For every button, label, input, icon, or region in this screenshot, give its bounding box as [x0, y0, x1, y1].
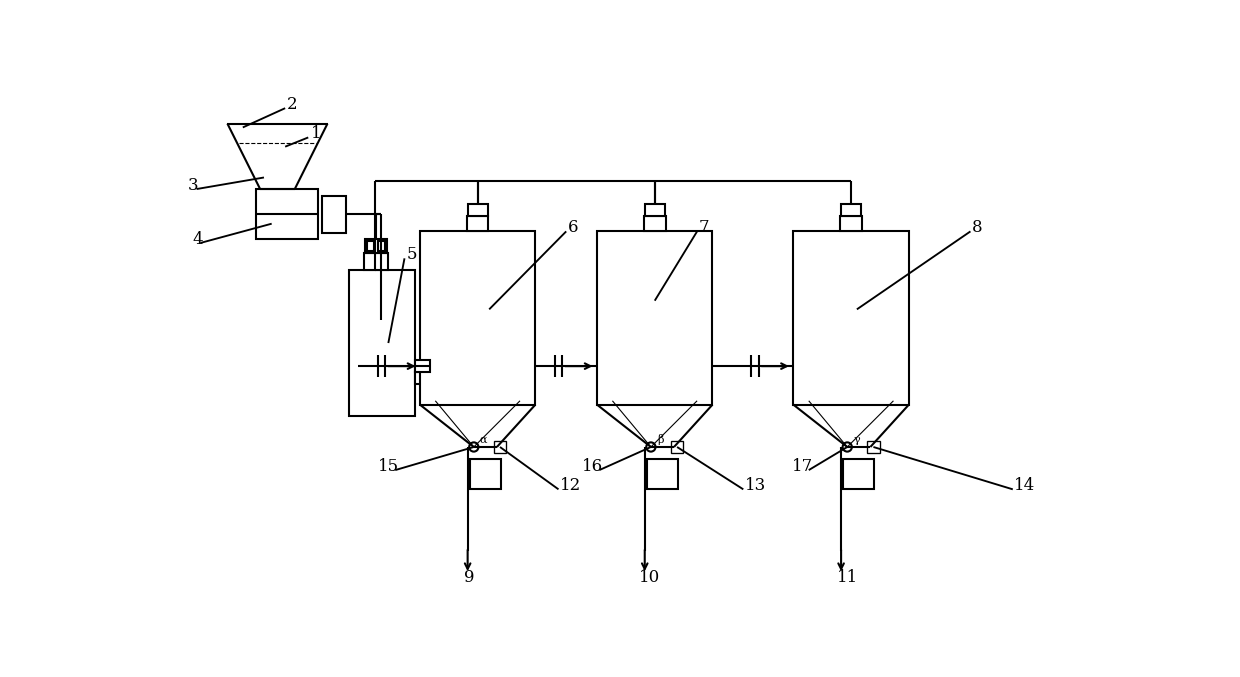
- Bar: [365, 253, 388, 270]
- Bar: [321, 196, 346, 233]
- Bar: [671, 441, 683, 453]
- Text: 7: 7: [698, 219, 709, 236]
- Bar: [841, 204, 861, 216]
- Bar: [647, 458, 678, 489]
- Bar: [494, 441, 506, 453]
- Bar: [420, 232, 536, 405]
- Bar: [841, 216, 862, 232]
- Bar: [467, 204, 487, 216]
- Bar: [414, 372, 430, 384]
- Text: β: β: [657, 434, 663, 445]
- Bar: [596, 232, 713, 405]
- Text: 5: 5: [407, 246, 418, 263]
- Text: α: α: [480, 435, 487, 445]
- Text: 15: 15: [378, 458, 399, 475]
- Bar: [867, 441, 879, 453]
- Text: 16: 16: [583, 458, 604, 475]
- Text: 17: 17: [792, 458, 813, 475]
- Text: 2: 2: [286, 96, 298, 113]
- Text: 14: 14: [1014, 477, 1035, 494]
- Text: 3: 3: [187, 177, 198, 194]
- Bar: [367, 240, 374, 251]
- Text: 9: 9: [464, 569, 474, 586]
- Text: 11: 11: [837, 569, 858, 586]
- Bar: [257, 189, 317, 239]
- Bar: [366, 239, 387, 253]
- Text: 6: 6: [568, 219, 578, 236]
- Text: 10: 10: [639, 569, 660, 586]
- Text: 12: 12: [560, 477, 582, 494]
- Bar: [843, 458, 874, 489]
- Text: 4: 4: [192, 231, 203, 248]
- Text: 8: 8: [972, 219, 982, 236]
- Bar: [350, 270, 414, 416]
- Bar: [644, 216, 666, 232]
- Bar: [794, 232, 909, 405]
- Text: 1: 1: [310, 125, 321, 142]
- Text: 13: 13: [745, 477, 766, 494]
- Bar: [414, 360, 430, 372]
- Text: γ: γ: [853, 435, 861, 445]
- Bar: [470, 458, 501, 489]
- Bar: [377, 240, 386, 251]
- Bar: [467, 216, 489, 232]
- Bar: [645, 204, 665, 216]
